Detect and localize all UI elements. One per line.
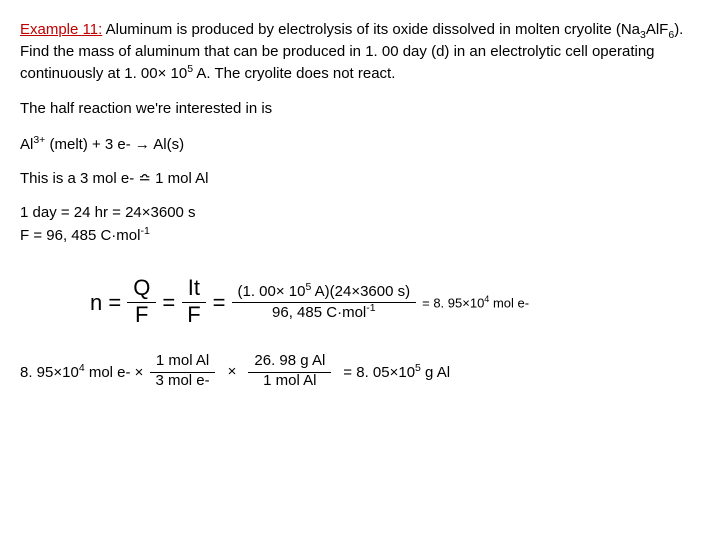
lhs-a: 8. 95×10 (20, 364, 79, 381)
frac-long: (1. 00× 105 A)(24×3600 s) 96, 485 C·mol-… (232, 282, 417, 324)
hr-rest: (melt) + 3 e- → Al(s) (45, 136, 184, 153)
equiv-line: This is a 3 mol e- ≏ 1 mol Al (20, 169, 700, 189)
num-long-b: A)(24×3600 s) (311, 283, 410, 300)
r2a: = 8. 05×10 (343, 364, 415, 381)
times-2: × (228, 362, 237, 382)
den-long: 96, 485 C·mol-1 (266, 303, 382, 324)
problem-statement: Example 11: Aluminum is produced by elec… (20, 20, 700, 85)
f2-num: 26. 98 g Al (248, 353, 331, 373)
statement-alf: AlF (646, 21, 669, 38)
half-reaction-intro: The half reaction we're interested in is (20, 99, 700, 119)
lhs: 8. 95×104 mol e- × (20, 361, 143, 383)
equation-n: n = Q F = It F = (1. 00× 105 A)(24×3600 … (20, 276, 700, 329)
num-long-a: (1. 00× 10 (238, 283, 306, 300)
f-line-sup: -1 (140, 225, 149, 237)
result-2: = 8. 05×105 g Al (343, 361, 450, 383)
den-f2: F (181, 303, 206, 329)
f1-num: 1 mol Al (150, 353, 215, 373)
frac-q-f: Q F (127, 276, 156, 329)
statement-part1: Aluminum is produced by electrolysis of … (102, 21, 640, 38)
f2-den: 1 mol Al (257, 373, 322, 392)
f-line: F = 96, 485 C·mol-1 (20, 224, 700, 246)
result-1: = 8. 95×104 mol e- (422, 293, 529, 312)
half-reaction-eq: Al3+ (melt) + 3 e- → Al(s) (20, 133, 700, 155)
frac-mol-al: 1 mol Al 3 mol e- (149, 353, 215, 391)
f-line-a: F = 96, 485 C·mol (20, 227, 140, 244)
equals-1: = (162, 288, 175, 318)
equals-2: = (213, 288, 226, 318)
den-long-a: 96, 485 C·mol (272, 304, 366, 321)
num-long: (1. 00× 105 A)(24×3600 s) (232, 282, 417, 304)
day-line: 1 day = 24 hr = 24×3600 s (20, 203, 700, 223)
den-f1: F (129, 303, 154, 329)
frac-g-al: 26. 98 g Al 1 mol Al (248, 353, 331, 391)
r2b: g Al (421, 364, 450, 381)
equation-mass: 8. 95×104 mol e- × 1 mol Al 3 mol e- × 2… (20, 353, 700, 391)
num-it: It (182, 276, 206, 303)
num-q: Q (127, 276, 156, 303)
den-long-sup: -1 (366, 302, 375, 314)
n-equals: n = (90, 288, 121, 318)
r1a: = 8. 95×10 (422, 296, 484, 311)
hr-3plus: 3+ (33, 134, 45, 146)
frac-it-f: It F (181, 276, 206, 329)
f1-den: 3 mol e- (149, 373, 215, 392)
r1b: mol e- (489, 296, 529, 311)
statement-tail: A. The cryolite does not react. (193, 65, 395, 82)
example-label: Example 11: (20, 21, 102, 38)
hr-al: Al (20, 136, 33, 153)
lhs-b: mol e- × (85, 364, 144, 381)
